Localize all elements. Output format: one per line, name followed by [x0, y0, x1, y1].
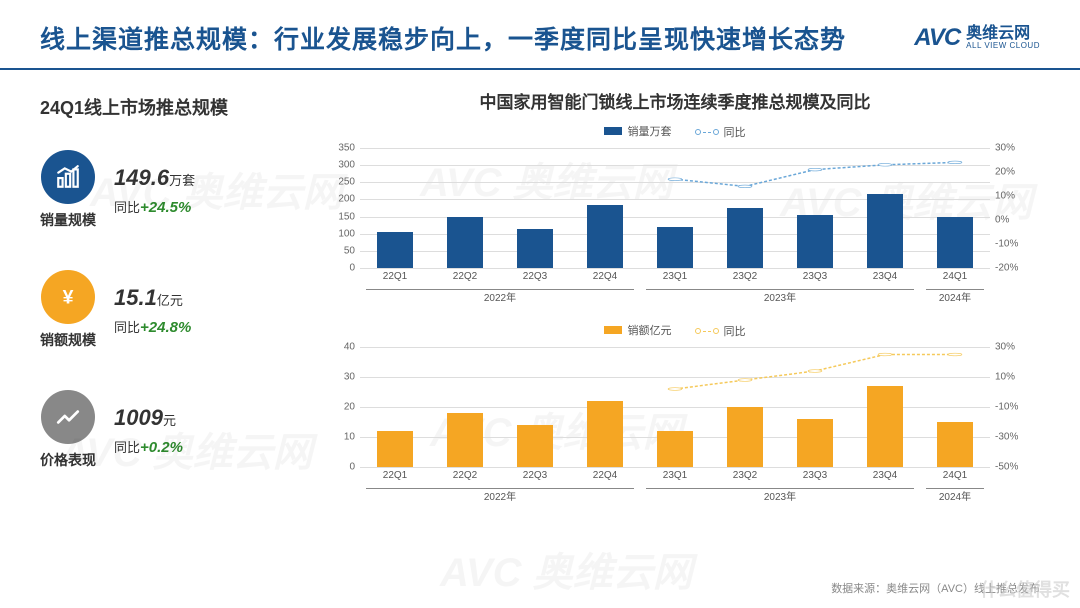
bar [517, 425, 553, 467]
x-label: 23Q2 [733, 467, 757, 481]
bar-slot: 22Q2 [430, 347, 500, 467]
bar [867, 386, 903, 467]
bar [587, 401, 623, 467]
x-label: 22Q3 [523, 467, 547, 481]
metric-value: 1009元 [114, 400, 183, 435]
x-label: 23Q1 [663, 467, 687, 481]
bar [377, 232, 413, 268]
x-label: 24Q1 [943, 467, 967, 481]
metric-label: 销额规模 [40, 330, 96, 350]
group-label: 2024年 [939, 289, 971, 304]
logo: AVC 奥维云网 ALL VIEW CLOUD [914, 24, 1040, 52]
watermark-corner: 什么值得买 [980, 576, 1070, 602]
bar [797, 215, 833, 268]
page-title: 线上渠道推总规模：行业发展稳步向上，一季度同比呈现快速增长态势 [40, 20, 846, 56]
chart-icon [41, 150, 95, 204]
x-label: 23Q2 [733, 268, 757, 282]
metric-volume: 销量规模 149.6万套 同比+24.5% [40, 150, 300, 230]
group-label: 2024年 [939, 488, 971, 503]
group-label: 2023年 [764, 488, 796, 503]
x-label: 22Q2 [453, 268, 477, 282]
x-label: 24Q1 [943, 268, 967, 282]
right-title: 中国家用智能门锁线上市场连续季度推总规模及同比 [310, 88, 1040, 113]
legend-bar-swatch [604, 326, 622, 334]
metric-label: 销量规模 [40, 210, 96, 230]
metric-revenue: ¥ 销额规模 15.1亿元 同比+24.8% [40, 270, 300, 350]
right-panel: 中国家用智能门锁线上市场连续季度推总规模及同比 销量万套 同比 05010015… [300, 88, 1040, 521]
svg-text:¥: ¥ [63, 287, 74, 309]
header: 线上渠道推总规模：行业发展稳步向上，一季度同比呈现快速增长态势 AVC 奥维云网… [0, 0, 1080, 70]
metric-value: 15.1亿元 [114, 280, 191, 315]
left-panel: 24Q1线上市场推总规模 销量规模 149.6万套 同比+24.5% ¥ 销额规… [40, 88, 300, 521]
bar [937, 422, 973, 467]
bar-slot: 22Q2 [430, 148, 500, 268]
bar-slot: 23Q4 [850, 347, 920, 467]
legend-line-swatch [695, 129, 701, 135]
x-label: 22Q4 [593, 268, 617, 282]
bar [937, 217, 973, 268]
revenue-chart: 销额亿元 同比 010203040-50%-30%-10%10%30%22Q12… [310, 322, 1040, 503]
group-label: 2023年 [764, 289, 796, 304]
bar-slot: 23Q2 [710, 148, 780, 268]
group-label: 2022年 [484, 289, 516, 304]
x-label: 22Q2 [453, 467, 477, 481]
bar-slot: 22Q3 [500, 347, 570, 467]
bar-slot: 24Q1 [920, 347, 990, 467]
trend-icon [41, 390, 95, 444]
legend-line-swatch [695, 328, 701, 334]
bar [727, 407, 763, 467]
left-title: 24Q1线上市场推总规模 [40, 94, 300, 120]
metric-yoy: 同比+24.5% [114, 196, 195, 220]
bar [867, 194, 903, 268]
content: 24Q1线上市场推总规模 销量规模 149.6万套 同比+24.5% ¥ 销额规… [0, 70, 1080, 531]
bar [797, 419, 833, 467]
metric-yoy: 同比+0.2% [114, 436, 183, 460]
volume-chart: 销量万套 同比 050100150200250300350-20%-10%0%1… [310, 123, 1040, 304]
chart1-legend: 销量万套 同比 [310, 123, 1040, 140]
x-label: 23Q1 [663, 268, 687, 282]
x-label: 22Q1 [383, 268, 407, 282]
bar [587, 205, 623, 268]
bar [657, 227, 693, 268]
bar [447, 217, 483, 268]
logo-cn: 奥维云网 [966, 25, 1040, 43]
bar [657, 431, 693, 467]
bar [447, 413, 483, 467]
bar-slot: 23Q4 [850, 148, 920, 268]
bar-slot: 22Q1 [360, 347, 430, 467]
bar [727, 208, 763, 268]
bar-slot: 23Q1 [640, 347, 710, 467]
watermark-bg: AVC 奥维云网 [440, 540, 693, 598]
bar-slot: 22Q4 [570, 347, 640, 467]
x-label: 22Q4 [593, 467, 617, 481]
x-label: 22Q3 [523, 268, 547, 282]
bar-slot: 22Q3 [500, 148, 570, 268]
currency-icon: ¥ [41, 270, 95, 324]
logo-mark: AVC [914, 24, 960, 52]
bar-slot: 23Q2 [710, 347, 780, 467]
logo-en: ALL VIEW CLOUD [966, 42, 1040, 51]
legend-bar-swatch [604, 127, 622, 135]
bar-slot: 23Q3 [780, 347, 850, 467]
metric-value: 149.6万套 [114, 160, 195, 195]
chart2-legend: 销额亿元 同比 [310, 322, 1040, 339]
x-label: 23Q4 [873, 268, 897, 282]
metric-yoy: 同比+24.8% [114, 316, 191, 340]
metric-price: 价格表现 1009元 同比+0.2% [40, 390, 300, 470]
group-label: 2022年 [484, 488, 516, 503]
x-label: 22Q1 [383, 467, 407, 481]
bar-slot: 23Q1 [640, 148, 710, 268]
bar-slot: 22Q1 [360, 148, 430, 268]
bar [377, 431, 413, 467]
x-label: 23Q3 [803, 467, 827, 481]
x-label: 23Q4 [873, 467, 897, 481]
bar-slot: 22Q4 [570, 148, 640, 268]
bar-slot: 23Q3 [780, 148, 850, 268]
metric-label: 价格表现 [40, 450, 96, 470]
bar [517, 229, 553, 268]
x-label: 23Q3 [803, 268, 827, 282]
bar-slot: 24Q1 [920, 148, 990, 268]
